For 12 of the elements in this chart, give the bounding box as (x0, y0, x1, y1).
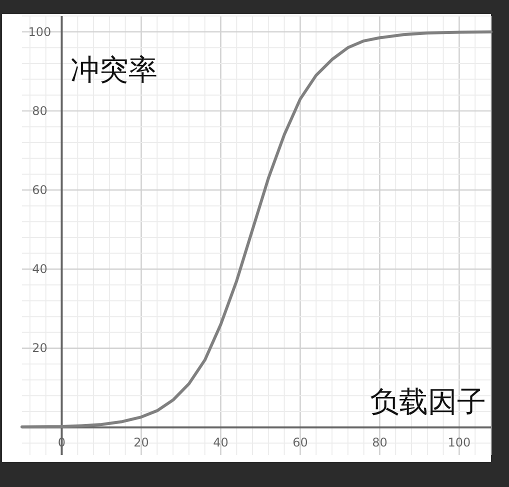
x-tick-label: 60 (292, 435, 308, 450)
y-tick-label: 60 (32, 183, 48, 198)
x-axis-title: 负载因子 (370, 384, 486, 418)
y-tick-label: 20 (32, 341, 48, 356)
y-tick-label: 100 (28, 24, 52, 39)
y-axis-title: 冲突率 (70, 52, 158, 86)
x-tick-label: 40 (213, 435, 228, 450)
x-tick-label: 100 (448, 435, 471, 450)
y-tick-label: 80 (32, 104, 48, 118)
x-tick-label: 80 (372, 435, 388, 450)
y-tick-label: 40 (32, 262, 48, 276)
x-tick-label: 20 (134, 435, 149, 450)
